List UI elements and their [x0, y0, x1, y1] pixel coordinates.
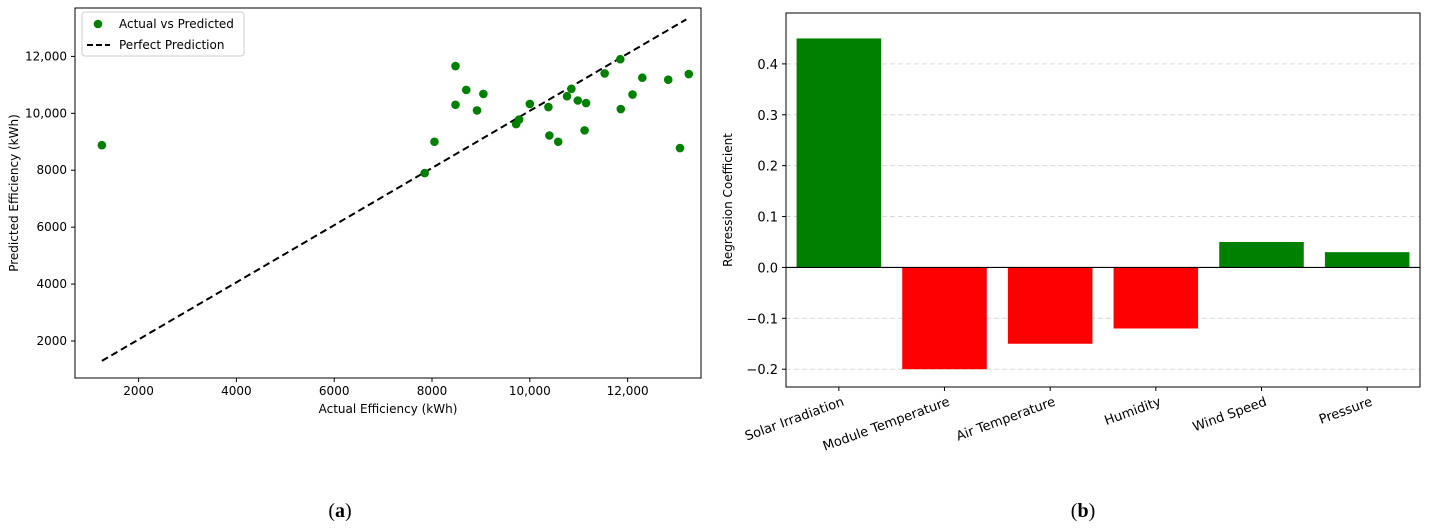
bar — [1219, 241, 1304, 268]
perfect-prediction-line — [101, 18, 687, 362]
y-tick-label: 0.0 — [757, 261, 778, 276]
legend: Actual vs Predicted Perfect Prediction — [81, 11, 245, 57]
x-tick-label: 12,000 — [607, 384, 649, 398]
bar — [796, 38, 882, 268]
panel-label-a: (a) — [328, 500, 351, 522]
x-axis-label: Actual Efficiency (kWh) — [319, 402, 458, 416]
y-tick-label: 8000 — [36, 163, 67, 177]
y-tick-label: 4000 — [36, 277, 67, 291]
scatter-point — [472, 106, 482, 115]
scatter-point — [545, 131, 554, 140]
y-axis-label: Regression Coefficient — [721, 133, 735, 267]
scatter-point — [479, 89, 488, 99]
scatter-point — [420, 168, 429, 178]
x-tick-label: 10,000 — [509, 384, 551, 398]
scatter-point — [628, 90, 637, 99]
actual-vs-predicted-series — [97, 54, 694, 178]
bar — [1113, 267, 1199, 329]
scatter-plot-frame — [74, 7, 702, 379]
bar — [1324, 252, 1410, 268]
scatter-point — [675, 143, 685, 153]
scatter-point — [562, 91, 572, 101]
scatter-point — [616, 104, 626, 114]
y-tick-label: 12,000 — [25, 49, 67, 63]
y-axis-label: Predicted Efficiency (kWh) — [7, 114, 21, 272]
y-tick-label: 6000 — [36, 220, 67, 234]
scatter-point — [567, 84, 576, 94]
scatter-point — [581, 98, 591, 108]
y-axis-ticks: −0.2 −0.1 0.0 0.1 0.2 0.3 0.4 — [746, 58, 786, 378]
legend-label-perfect: Perfect Prediction — [119, 38, 224, 52]
scatter-chart: 2000 4000 6000 8000 10,000 12,000 2000 4000 600… — [7, 7, 702, 522]
legend-marker-actual — [93, 19, 103, 29]
scatter-point — [544, 102, 553, 112]
bar — [1007, 267, 1093, 344]
scatter-point — [600, 69, 609, 78]
y-tick-label: 2000 — [36, 334, 67, 348]
x-tick-label: Humidity — [1103, 395, 1164, 429]
bars — [796, 38, 1410, 370]
x-tick-label: 2000 — [123, 384, 154, 398]
scatter-point — [580, 126, 589, 135]
scatter-point — [97, 140, 107, 150]
scatter-point — [514, 115, 524, 124]
y-tick-label: 0.2 — [757, 160, 778, 175]
bar — [902, 267, 987, 370]
scatter-point — [616, 54, 625, 64]
x-tick-label: Air Temperature — [954, 395, 1057, 445]
x-tick-label: Pressure — [1317, 395, 1374, 428]
scatter-point — [525, 99, 535, 109]
x-tick-label: 8000 — [417, 384, 448, 398]
legend-label-actual: Actual vs Predicted — [119, 17, 234, 31]
scatter-point — [663, 75, 673, 85]
x-axis-ticks: 2000 4000 6000 8000 10,000 12,000 — [123, 378, 649, 398]
scatter-point — [461, 85, 471, 95]
scatter-point — [573, 96, 583, 105]
scatter-point — [451, 61, 460, 71]
scatter-point — [430, 137, 439, 147]
scatter-point — [451, 100, 460, 110]
y-tick-label: 10,000 — [25, 106, 67, 120]
bar-plot-frame — [785, 12, 1421, 388]
scatter-point — [553, 137, 563, 147]
y-tick-label: 0.1 — [757, 211, 778, 226]
x-tick-label: 6000 — [319, 384, 350, 398]
legend-box — [81, 11, 245, 57]
y-tick-label: 0.3 — [757, 109, 778, 124]
bar-chart: −0.2 −0.1 0.0 0.1 0.2 0.3 0.4 Solar Irradiatio… — [721, 12, 1421, 522]
x-tick-label: Wind Speed — [1191, 395, 1269, 436]
x-tick-label: 4000 — [221, 384, 252, 398]
scatter-point — [638, 73, 647, 83]
perfect-prediction-series — [101, 18, 687, 362]
panel-label-b: (b) — [1071, 500, 1095, 522]
y-tick-label: 0.4 — [757, 58, 778, 73]
y-axis-ticks: 2000 4000 6000 8000 10,000 12,000 — [25, 49, 75, 348]
scatter-point — [684, 69, 694, 79]
y-tick-label: −0.1 — [746, 312, 778, 327]
grid-lines — [786, 63, 1420, 370]
y-tick-label: −0.2 — [746, 363, 778, 378]
